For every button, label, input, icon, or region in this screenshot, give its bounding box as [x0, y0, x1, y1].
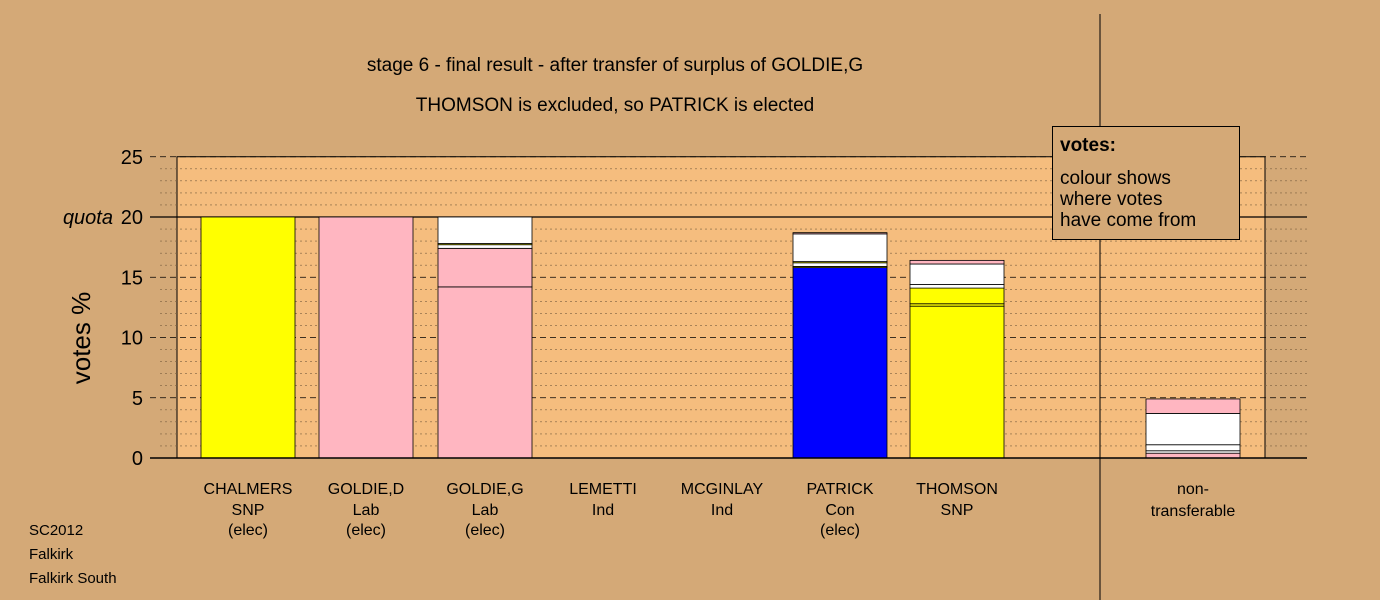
bar-segment [1145, 398, 1241, 414]
category-name: GOLDIE,D [328, 481, 404, 498]
bar-segment [437, 216, 533, 244]
category-name: CHALMERS [204, 481, 293, 498]
y-tick-label: 5 [132, 388, 143, 410]
chart-subtitle: THOMSON is excluded, so PATRICK is elect… [415, 95, 815, 116]
source-election: SC2012 [29, 522, 84, 539]
nontransferable-label: non- [1177, 481, 1209, 498]
category-status: (elec) [346, 522, 386, 539]
category-status: (elec) [228, 522, 268, 539]
bar-segment [1145, 444, 1241, 452]
bar-segment [437, 247, 533, 288]
y-axis-label: votes % [66, 292, 96, 385]
nontransferable-label: transferable [1151, 503, 1236, 520]
bar-segment [318, 216, 414, 459]
category-name: LEMETTI [569, 481, 637, 498]
bar-segment [792, 267, 888, 459]
bar-segment [1145, 413, 1241, 446]
y-tick-label: 0 [132, 448, 143, 470]
source-ward: Falkirk South [29, 570, 117, 587]
bar-segment [792, 233, 888, 262]
legend-heading: votes: [1060, 135, 1116, 156]
y-tick-label: 25 [121, 147, 143, 169]
category-name: MCGINLAY [681, 481, 764, 498]
bar-segment [909, 305, 1005, 459]
bar-segment [909, 263, 1005, 285]
bar-segment [909, 287, 1005, 305]
category-name: THOMSON [916, 481, 998, 498]
legend-line: have come from [1060, 210, 1197, 231]
legend-line: where votes [1060, 189, 1163, 210]
bar-segment [437, 244, 533, 249]
y-tick-label: 20 [121, 207, 143, 229]
category-name: PATRICK [807, 481, 874, 498]
bar-segment [792, 232, 888, 235]
bar-segment [909, 259, 1005, 265]
y-tick-label: 10 [121, 328, 143, 350]
legend-box: votes: colour shows where votes have com… [1052, 126, 1240, 240]
category-status: (elec) [820, 522, 860, 539]
legend-line: colour shows [1060, 168, 1171, 189]
category-status: (elec) [465, 522, 505, 539]
y-tick-label: 15 [121, 267, 143, 289]
bar-segment [792, 262, 888, 267]
chart-title: stage 6 - final result - after transfer … [366, 55, 864, 76]
bar-segment [437, 286, 533, 459]
category-party: Con [825, 502, 854, 519]
bar-segment [200, 216, 296, 459]
category-party: Ind [711, 502, 733, 519]
category-party: Ind [592, 502, 614, 519]
category-party: Lab [472, 502, 499, 519]
source-council: Falkirk [29, 546, 74, 563]
category-party: SNP [941, 502, 974, 519]
category-name: GOLDIE,G [446, 481, 523, 498]
quota-label: quota [63, 207, 113, 229]
bar-segment [909, 284, 1005, 289]
category-party: Lab [353, 502, 380, 519]
category-party: SNP [232, 502, 265, 519]
